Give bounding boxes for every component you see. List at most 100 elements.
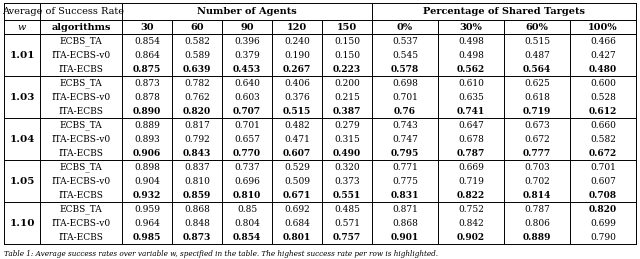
Text: 0.639: 0.639 xyxy=(183,64,211,74)
Text: ECBS_TA: ECBS_TA xyxy=(60,162,102,172)
Text: 0.603: 0.603 xyxy=(234,92,260,102)
Text: 0.893: 0.893 xyxy=(134,134,160,143)
Text: 0.859: 0.859 xyxy=(183,191,211,199)
Text: 0.868: 0.868 xyxy=(184,205,210,213)
Text: 0.701: 0.701 xyxy=(392,92,418,102)
Text: 0.871: 0.871 xyxy=(392,205,418,213)
Text: 0.890: 0.890 xyxy=(133,106,161,116)
Text: 90: 90 xyxy=(240,23,254,32)
Text: 0.480: 0.480 xyxy=(589,64,617,74)
Text: 0.708: 0.708 xyxy=(589,191,617,199)
Text: 0.200: 0.200 xyxy=(334,78,360,88)
Text: 1.03: 1.03 xyxy=(10,92,35,102)
Text: 0.537: 0.537 xyxy=(392,37,418,46)
Text: 0.741: 0.741 xyxy=(457,106,485,116)
Text: ECBS_TA: ECBS_TA xyxy=(60,36,102,46)
Text: ITA-ECBS-v0: ITA-ECBS-v0 xyxy=(51,134,111,143)
Text: 0.647: 0.647 xyxy=(458,120,484,130)
Text: 0.490: 0.490 xyxy=(333,148,361,157)
Text: 0.466: 0.466 xyxy=(590,37,616,46)
Text: 0.902: 0.902 xyxy=(457,233,485,241)
Text: 0.471: 0.471 xyxy=(284,134,310,143)
Text: 0.806: 0.806 xyxy=(524,219,550,227)
Text: 0.669: 0.669 xyxy=(458,162,484,171)
Text: 0.762: 0.762 xyxy=(184,92,210,102)
Text: 0.515: 0.515 xyxy=(283,106,311,116)
Text: 0.889: 0.889 xyxy=(134,120,160,130)
Text: ITA-ECBS: ITA-ECBS xyxy=(59,148,104,157)
Text: 0.578: 0.578 xyxy=(391,64,419,74)
Text: 0.515: 0.515 xyxy=(524,37,550,46)
Text: 0.498: 0.498 xyxy=(458,37,484,46)
Text: 0.498: 0.498 xyxy=(458,51,484,60)
Text: 1.01: 1.01 xyxy=(9,51,35,60)
Text: 0.660: 0.660 xyxy=(590,120,616,130)
Text: 0.150: 0.150 xyxy=(334,51,360,60)
Text: 0.582: 0.582 xyxy=(184,37,210,46)
Text: 0.396: 0.396 xyxy=(234,37,260,46)
Text: 0.600: 0.600 xyxy=(590,78,616,88)
Text: 0.752: 0.752 xyxy=(458,205,484,213)
Text: 0.964: 0.964 xyxy=(134,219,160,227)
Text: 1.05: 1.05 xyxy=(10,176,35,185)
Text: 0.589: 0.589 xyxy=(184,51,210,60)
Text: 0.320: 0.320 xyxy=(334,162,360,171)
Text: 0.889: 0.889 xyxy=(523,233,551,241)
Text: Average of Success Rate: Average of Success Rate xyxy=(2,7,124,16)
Text: 0.551: 0.551 xyxy=(333,191,361,199)
Text: 0.959: 0.959 xyxy=(134,205,160,213)
Text: 0.804: 0.804 xyxy=(234,219,260,227)
Text: Percentage of Shared Targets: Percentage of Shared Targets xyxy=(423,7,585,16)
Text: ITA-ECBS: ITA-ECBS xyxy=(59,106,104,116)
Text: 0.782: 0.782 xyxy=(184,78,210,88)
Text: 0.790: 0.790 xyxy=(590,233,616,241)
Text: 0.692: 0.692 xyxy=(284,205,310,213)
Text: 0.223: 0.223 xyxy=(333,64,361,74)
Text: ITA-ECBS: ITA-ECBS xyxy=(59,64,104,74)
Text: 0.854: 0.854 xyxy=(233,233,261,241)
Text: 60%: 60% xyxy=(525,23,548,32)
Text: 0.387: 0.387 xyxy=(333,106,361,116)
Text: 0.150: 0.150 xyxy=(334,37,360,46)
Text: 30: 30 xyxy=(140,23,154,32)
Text: 0.673: 0.673 xyxy=(524,120,550,130)
Text: 0.932: 0.932 xyxy=(133,191,161,199)
Text: ITA-ECBS: ITA-ECBS xyxy=(59,233,104,241)
Text: 0.671: 0.671 xyxy=(283,191,311,199)
Text: 0.770: 0.770 xyxy=(233,148,261,157)
Text: ITA-ECBS-v0: ITA-ECBS-v0 xyxy=(51,92,111,102)
Text: 0.719: 0.719 xyxy=(458,176,484,185)
Text: 0.545: 0.545 xyxy=(392,51,418,60)
Text: 0.873: 0.873 xyxy=(183,233,211,241)
Text: ITA-ECBS: ITA-ECBS xyxy=(59,191,104,199)
Text: 150: 150 xyxy=(337,23,357,32)
Text: 0.607: 0.607 xyxy=(283,148,311,157)
Text: 0.699: 0.699 xyxy=(590,219,616,227)
Text: 0.777: 0.777 xyxy=(523,148,551,157)
Text: ECBS_TA: ECBS_TA xyxy=(60,78,102,88)
Text: 0.618: 0.618 xyxy=(524,92,550,102)
Text: 0.831: 0.831 xyxy=(391,191,419,199)
Text: 0.564: 0.564 xyxy=(523,64,551,74)
Text: 0.820: 0.820 xyxy=(183,106,211,116)
Text: 0.701: 0.701 xyxy=(590,162,616,171)
Text: 0.582: 0.582 xyxy=(590,134,616,143)
Text: 120: 120 xyxy=(287,23,307,32)
Text: 0.672: 0.672 xyxy=(589,148,617,157)
Text: 0.696: 0.696 xyxy=(234,176,260,185)
Text: 1.04: 1.04 xyxy=(10,134,35,143)
Text: 0.215: 0.215 xyxy=(334,92,360,102)
Text: 0.85: 0.85 xyxy=(237,205,257,213)
Text: Table 1: Average success rates over variable w, specified in the table. The high: Table 1: Average success rates over vari… xyxy=(4,250,438,258)
Text: 0.707: 0.707 xyxy=(233,106,261,116)
Text: 0.610: 0.610 xyxy=(458,78,484,88)
Text: 0.985: 0.985 xyxy=(133,233,161,241)
Text: 0.672: 0.672 xyxy=(524,134,550,143)
Text: ITA-ECBS-v0: ITA-ECBS-v0 xyxy=(51,51,111,60)
Text: 0.848: 0.848 xyxy=(184,219,210,227)
Text: 0.854: 0.854 xyxy=(134,37,160,46)
Text: 0.701: 0.701 xyxy=(234,120,260,130)
Text: 0.904: 0.904 xyxy=(134,176,160,185)
Text: 0.76: 0.76 xyxy=(394,106,416,116)
Text: 0.822: 0.822 xyxy=(457,191,485,199)
